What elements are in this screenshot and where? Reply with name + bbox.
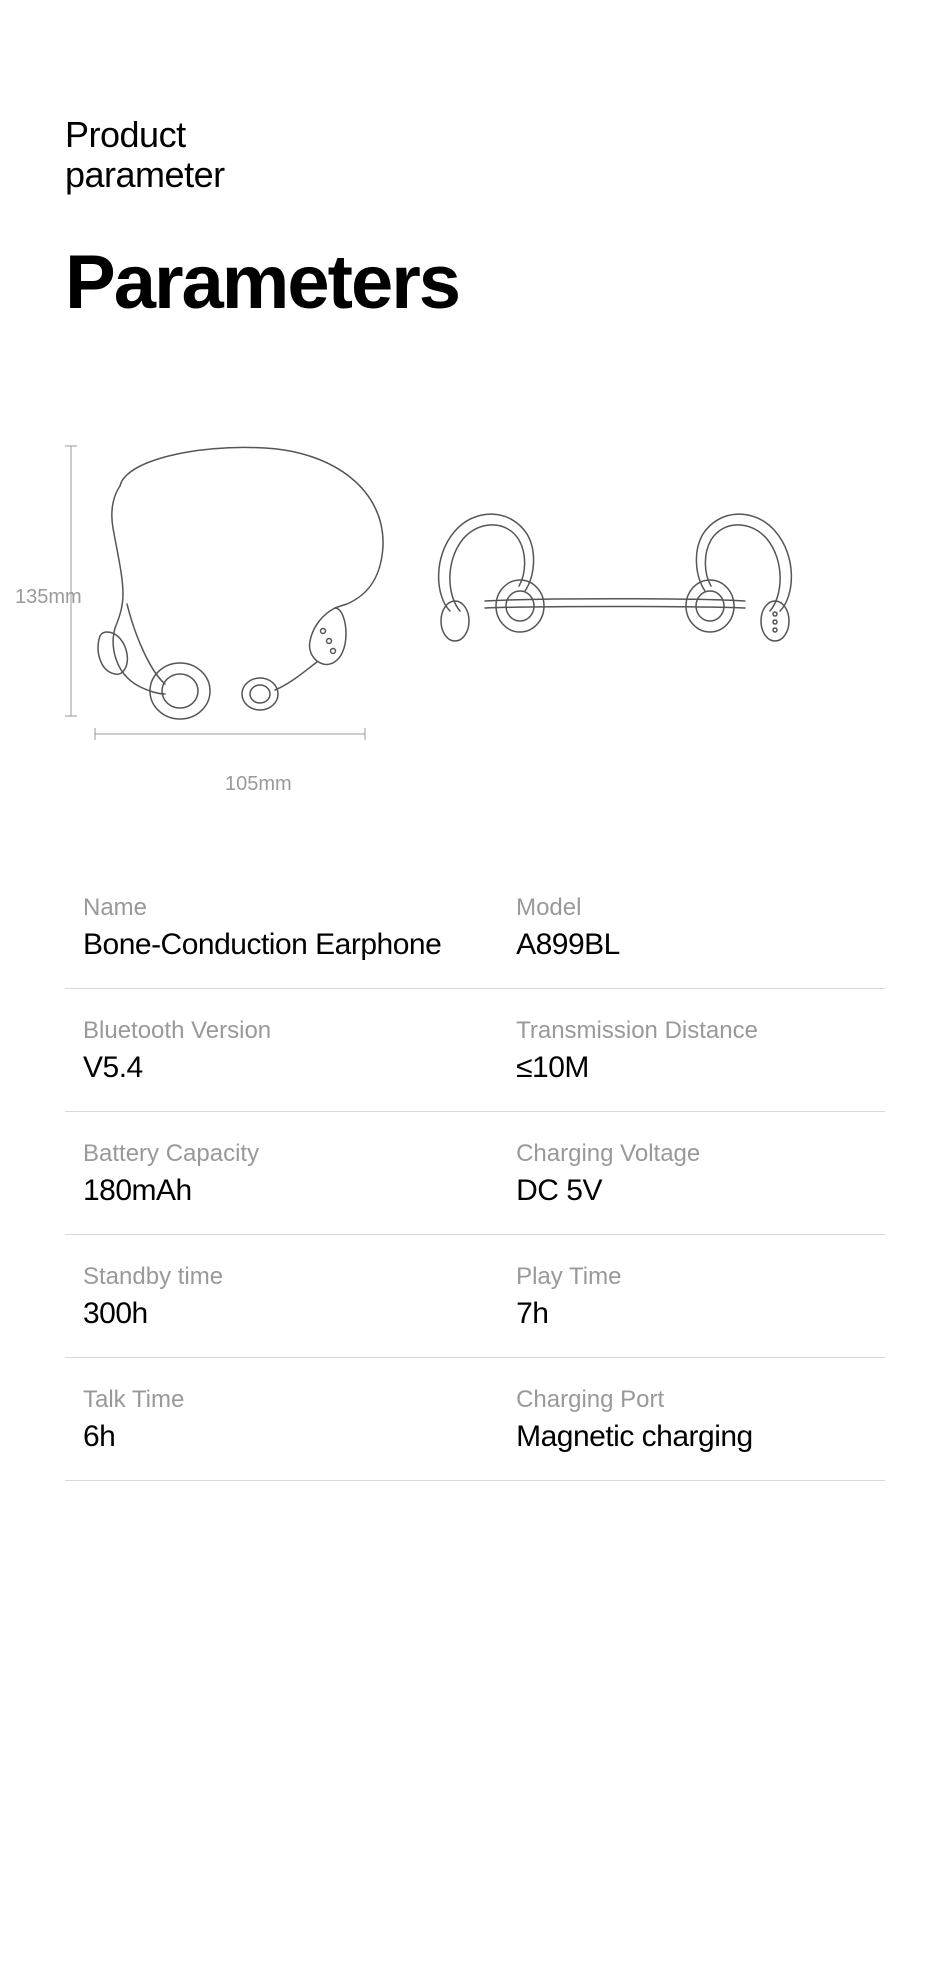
spec-cell: Bluetooth Version V5.4 <box>83 1017 516 1085</box>
subtitle-line1: Product <box>65 114 186 155</box>
spec-cell: Talk Time 6h <box>83 1386 516 1454</box>
spec-cell: Battery Capacity 180mAh <box>83 1140 516 1208</box>
spec-cell: Charging Voltage DC 5V <box>516 1140 885 1208</box>
spec-value: 180mAh <box>83 1174 506 1208</box>
spec-value: Bone-Conduction Earphone <box>83 928 506 962</box>
spec-value: 6h <box>83 1420 506 1454</box>
spec-label: Model <box>516 894 875 922</box>
spec-label: Standby time <box>83 1263 506 1291</box>
spec-row: Standby time 300h Play Time 7h <box>65 1235 885 1358</box>
spec-cell: Name Bone-Conduction Earphone <box>83 894 516 962</box>
spec-cell: Charging Port Magnetic charging <box>516 1386 885 1454</box>
spec-label: Charging Voltage <box>516 1140 875 1168</box>
spec-label: Play Time <box>516 1263 875 1291</box>
spec-value: A899BL <box>516 928 875 962</box>
spec-row: Name Bone-Conduction Earphone Model A899… <box>65 866 885 989</box>
spec-value: V5.4 <box>83 1051 506 1085</box>
spec-row: Battery Capacity 180mAh Charging Voltage… <box>65 1112 885 1235</box>
spec-value: DC 5V <box>516 1174 875 1208</box>
section-subtitle: Product parameter <box>65 115 885 194</box>
product-diagram: 135mm 105mm <box>65 446 885 806</box>
spec-label: Transmission Distance <box>516 1017 875 1045</box>
spec-value: ≤10M <box>516 1051 875 1085</box>
spec-label: Charging Port <box>516 1386 875 1414</box>
spec-label: Battery Capacity <box>83 1140 506 1168</box>
spec-label: Talk Time <box>83 1386 506 1414</box>
spec-value: 7h <box>516 1297 875 1331</box>
earphone-line-drawing <box>65 436 885 776</box>
subtitle-line2: parameter <box>65 154 225 195</box>
spec-row: Bluetooth Version V5.4 Transmission Dist… <box>65 989 885 1112</box>
spec-cell: Play Time 7h <box>516 1263 885 1331</box>
spec-cell: Standby time 300h <box>83 1263 516 1331</box>
spec-cell: Transmission Distance ≤10M <box>516 1017 885 1085</box>
page-title: Parameters <box>65 239 885 326</box>
spec-label: Bluetooth Version <box>83 1017 506 1045</box>
spec-label: Name <box>83 894 506 922</box>
spec-value: Magnetic charging <box>516 1420 875 1454</box>
dimension-width-label: 105mm <box>225 773 292 796</box>
spec-cell: Model A899BL <box>516 894 885 962</box>
spec-row: Talk Time 6h Charging Port Magnetic char… <box>65 1358 885 1481</box>
spec-table: Name Bone-Conduction Earphone Model A899… <box>65 866 885 1481</box>
spec-value: 300h <box>83 1297 506 1331</box>
